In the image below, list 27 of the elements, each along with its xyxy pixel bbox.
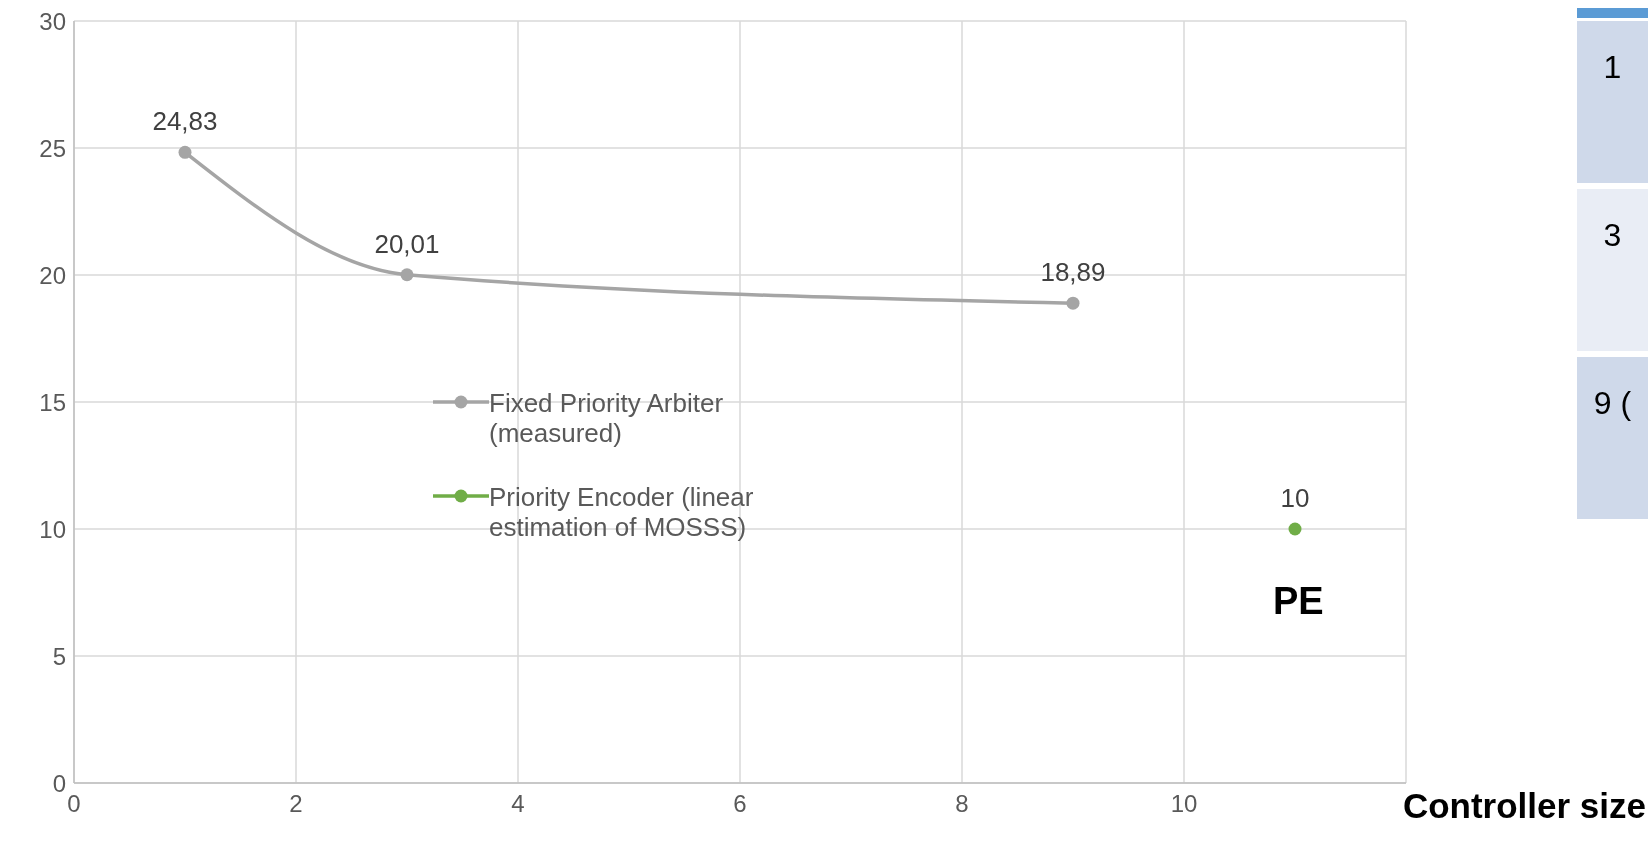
x-tick-label: 2: [289, 790, 303, 818]
x-tick-label: 4: [511, 790, 525, 818]
x-tick-label: 10: [1170, 790, 1198, 818]
y-tick-label: 0: [52, 769, 66, 797]
data-label: 10: [1280, 483, 1310, 513]
point: [1066, 296, 1080, 310]
y-tick-label: 30: [39, 7, 66, 35]
point: [400, 268, 414, 282]
y-tick-label: 20: [39, 261, 66, 289]
y-tick-label: 10: [39, 515, 66, 543]
y-tick-label: 5: [52, 642, 66, 670]
data-label: 20,01: [374, 228, 440, 259]
x-axis-title: Controller size: [1402, 786, 1646, 826]
data-label: 24,83: [152, 106, 218, 137]
y-tick-label: 25: [39, 134, 66, 162]
text: 9 (: [1577, 357, 1648, 519]
annotation: PE: [1273, 580, 1324, 623]
legend-label: Fixed Priority Arbiter (measured): [489, 388, 725, 448]
text: 1: [1577, 21, 1648, 183]
legend-label: Priority Encoder (linear estimation of MOSSS): [489, 482, 755, 542]
data-label: 18,89: [1040, 257, 1106, 288]
point: [1288, 522, 1302, 536]
y-tick-label: 15: [39, 388, 66, 416]
x-tick-label: 6: [733, 790, 747, 818]
x-tick-label: 8: [955, 790, 969, 818]
text: 3: [1577, 189, 1648, 351]
point: [178, 145, 192, 159]
